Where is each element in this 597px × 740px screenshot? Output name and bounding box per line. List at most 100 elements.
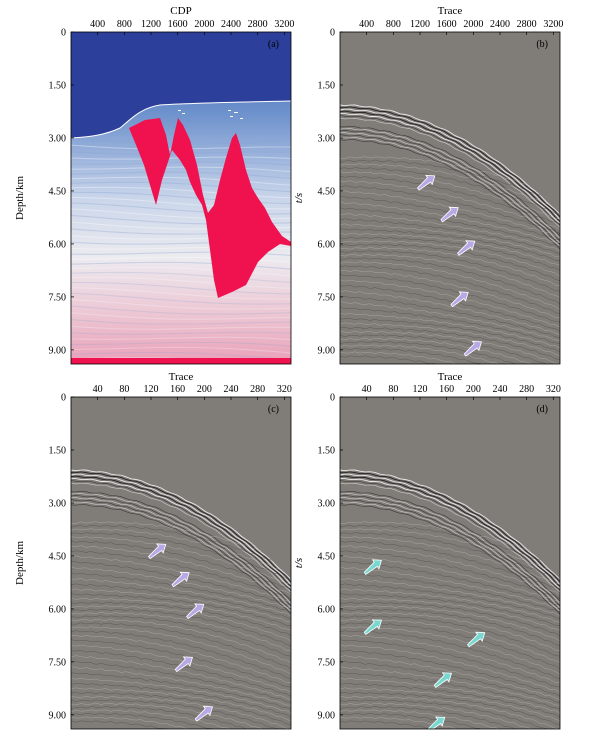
sediment-reflector bbox=[340, 572, 560, 613]
sediment-reflector bbox=[340, 327, 560, 360]
sediment-reflector bbox=[71, 709, 231, 729]
sediment-reflector bbox=[340, 312, 560, 349]
sediment-reflector bbox=[340, 597, 560, 631]
sediment-reflector bbox=[340, 532, 560, 580]
x-tick-label: 160 bbox=[170, 384, 185, 395]
y-tick-label: 7.50 bbox=[49, 292, 67, 303]
annotation-arrow bbox=[450, 291, 469, 308]
x-tick-label: 2000 bbox=[463, 19, 483, 30]
reflector-line bbox=[340, 139, 560, 250]
reflector-line bbox=[340, 115, 560, 226]
sediment-reflector bbox=[340, 720, 437, 729]
sediment-reflector bbox=[340, 347, 482, 364]
model-layer bbox=[71, 298, 291, 310]
seismic-image-d bbox=[340, 397, 560, 729]
sediment-reflector bbox=[71, 635, 291, 684]
sediment-reflector bbox=[340, 655, 560, 701]
annotation-arrow bbox=[457, 240, 476, 256]
sediment-reflector bbox=[71, 605, 291, 642]
reflector-line bbox=[340, 132, 560, 243]
model-layer bbox=[71, 161, 291, 166]
x-tick-label: 320 bbox=[546, 384, 561, 395]
sediment-reflector bbox=[71, 699, 278, 729]
sediment-reflector bbox=[340, 578, 560, 617]
reflector-line bbox=[71, 504, 291, 615]
annotation-arrow bbox=[440, 206, 459, 223]
sediment-reflector bbox=[340, 524, 560, 570]
sediment-reflector bbox=[340, 171, 560, 220]
sediment-reflector bbox=[340, 540, 560, 590]
model-layer bbox=[71, 351, 291, 361]
annotation-arrow bbox=[433, 672, 452, 689]
reflector-line bbox=[340, 480, 560, 591]
sediment-reflector bbox=[340, 608, 560, 647]
model-layer bbox=[71, 341, 291, 347]
model-layer bbox=[71, 166, 291, 173]
sediment-reflector bbox=[340, 716, 459, 729]
sediment-reflector bbox=[340, 322, 560, 357]
x-tick-label: 800 bbox=[117, 19, 132, 30]
sediment-reflector bbox=[71, 671, 291, 709]
sediment-reflector bbox=[71, 687, 291, 722]
sediment-reflector bbox=[340, 223, 560, 258]
sediment-reflector bbox=[340, 232, 560, 266]
y-tick-label: 3.00 bbox=[49, 133, 67, 144]
panel-a: 400 800 1200 1600 2000 2400 2800 3200 0 1.50 3.00 4… bbox=[14, 5, 294, 365]
reflector-line bbox=[340, 104, 560, 215]
x-tick-label: 2400 bbox=[490, 19, 510, 30]
sediment-reflector bbox=[340, 702, 532, 729]
sediment-reflector bbox=[340, 337, 532, 364]
panel-c-y-title: Depth/km bbox=[14, 541, 26, 585]
sediment-reflector bbox=[340, 290, 560, 336]
y-tick-label: 1.50 bbox=[49, 80, 67, 91]
reflector-line bbox=[340, 477, 560, 589]
y-tick-label: 7.50 bbox=[318, 657, 336, 668]
x-tick-label: 1200 bbox=[141, 19, 161, 30]
sediment-reflector bbox=[71, 622, 291, 670]
white-markers bbox=[178, 110, 243, 119]
sediment-reflector bbox=[340, 257, 560, 305]
x-tick-label: 2800 bbox=[248, 19, 268, 30]
water-column bbox=[71, 397, 291, 579]
reflector-line bbox=[340, 482, 560, 593]
sediment-reflector bbox=[340, 666, 560, 706]
model-layer bbox=[71, 318, 291, 325]
reflector-line bbox=[340, 125, 560, 237]
reflector-line bbox=[71, 471, 291, 583]
sediment-reflector bbox=[71, 682, 291, 718]
sediment-reflector bbox=[340, 355, 437, 364]
sediment-reflector bbox=[340, 351, 459, 364]
sediment-reflector bbox=[340, 207, 560, 248]
reflector-line bbox=[71, 494, 291, 607]
sediment-reflector bbox=[340, 709, 500, 729]
sediment-reflector bbox=[71, 583, 291, 620]
reflector-line bbox=[71, 475, 291, 587]
sediment-reflector bbox=[340, 334, 547, 364]
y-tick-label: 9.00 bbox=[49, 345, 67, 356]
water-column bbox=[340, 397, 560, 579]
sediment-reflector bbox=[71, 588, 291, 623]
y-tick-label: 7.50 bbox=[318, 292, 336, 303]
sediment-reflector bbox=[340, 180, 560, 230]
seismic-image-b bbox=[340, 32, 560, 364]
panel-b-y-title: t/s bbox=[293, 193, 305, 203]
sediment-reflector bbox=[340, 265, 560, 315]
sediment-reflector bbox=[71, 593, 291, 626]
seismic-image-c bbox=[71, 397, 291, 729]
annotation-arrow bbox=[148, 543, 167, 560]
sediment-reflector bbox=[340, 588, 560, 623]
y-tick-label: 3.00 bbox=[318, 498, 336, 509]
sediment-reflector bbox=[340, 240, 560, 277]
model-layer bbox=[71, 346, 291, 354]
model-layer bbox=[71, 266, 291, 277]
x-tick-label: 200 bbox=[197, 384, 212, 395]
x-tick-label: 240 bbox=[493, 384, 508, 395]
panel-a-letter: (a) bbox=[268, 39, 279, 50]
y-tick-label: 3.00 bbox=[318, 133, 336, 144]
model-layer bbox=[71, 281, 291, 295]
sediment-reflector bbox=[340, 615, 560, 657]
panel-b-x-title: Trace bbox=[438, 5, 463, 17]
reflector-line bbox=[71, 482, 291, 593]
sediment-reflector bbox=[340, 243, 560, 282]
sediment-reflector bbox=[71, 695, 291, 729]
